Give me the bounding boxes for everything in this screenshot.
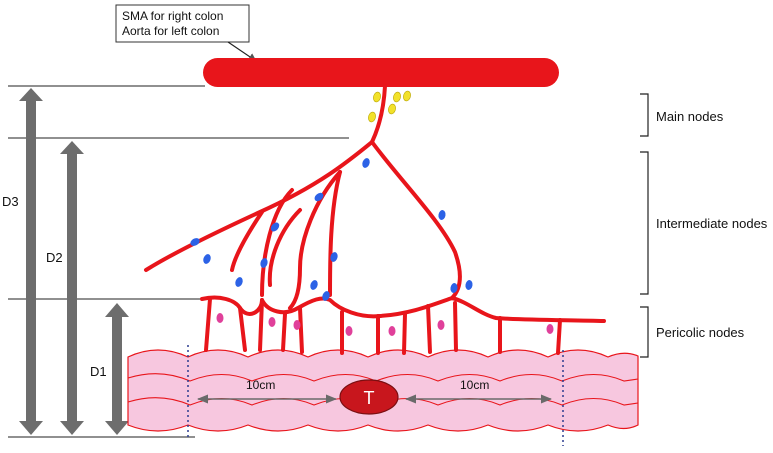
node-brackets: [640, 93, 649, 358]
left-main-branch: [144, 140, 374, 272]
pericolic-nodes-label: Pericolic nodes: [656, 325, 745, 340]
vasa-recta-9: [426, 304, 432, 354]
dimension-arrows: D3 D2 D1: [0, 88, 129, 435]
vasa-recta-8: [402, 312, 407, 355]
main-node: [403, 90, 411, 102]
pericolic-node: [345, 326, 353, 336]
main-node: [373, 91, 381, 103]
vessel-2: [328, 170, 342, 297]
pericolic-node-group: [216, 313, 554, 336]
main-node: [393, 91, 401, 103]
vasa-recta-5: [298, 306, 304, 354]
intermediate-node: [438, 210, 446, 220]
d2-arrow: [60, 141, 84, 435]
vessel-4: [230, 210, 264, 272]
pericolic-node: [293, 320, 301, 330]
vasa-recta-2: [238, 306, 247, 352]
vasa-recta-1: [204, 297, 212, 352]
pericolic-node: [388, 326, 396, 336]
pericolic-node: [216, 313, 224, 323]
vasa-recta-10: [453, 301, 458, 352]
pericolic-node: [546, 324, 554, 334]
main-artery: [203, 58, 559, 87]
distance-markers: 10cm 10cm: [196, 378, 553, 404]
intermediate-nodes-label: Intermediate nodes: [656, 216, 768, 231]
d1-label: D1: [90, 364, 107, 379]
pericolic-nodes-bracket: [640, 306, 649, 358]
marginal-arcade: [200, 295, 606, 323]
level-lines: [8, 85, 349, 438]
intermediate-node-group: [190, 158, 473, 301]
d3-arrow: [19, 88, 43, 435]
vessel-3: [260, 188, 294, 297]
main-nodes-label: Main nodes: [656, 109, 724, 124]
intermediate-node: [314, 192, 324, 202]
vasa-recta-4: [281, 312, 287, 352]
intermediate-node: [322, 291, 330, 301]
intermediate-node: [362, 158, 370, 168]
main-node-group: [368, 90, 411, 123]
vasa-recta-12: [556, 318, 562, 355]
trunk-vessel: [370, 84, 387, 144]
d3-label: D3: [2, 194, 19, 209]
main-node: [368, 111, 376, 123]
intermediate-node: [235, 277, 243, 287]
intermediate-node: [310, 280, 318, 290]
tumor: T: [339, 379, 399, 415]
d1-arrow: [105, 303, 129, 435]
main-nodes-bracket: [640, 93, 649, 137]
tumor-label: T: [364, 388, 375, 408]
intermediate-node: [203, 254, 211, 264]
pericolic-node: [268, 317, 276, 327]
callout-line-1: SMA for right colon: [122, 9, 223, 23]
intermediate-node: [450, 283, 458, 293]
pericolic-node: [437, 320, 445, 330]
callout-pointer: [227, 41, 257, 62]
callout-box: SMA for right colon Aorta for left colon: [115, 4, 257, 62]
d2-label: D2: [46, 250, 63, 265]
vessel-5: [267, 208, 302, 287]
intermediate-node: [465, 280, 473, 290]
callout-line-2: Aorta for left colon: [122, 24, 219, 38]
intermediate-node: [190, 238, 200, 246]
vessel-tree: [144, 84, 606, 355]
intermediate-node: [330, 252, 338, 262]
intermediate-node: [270, 222, 280, 232]
intermediate-node: [260, 258, 268, 268]
resection-margins: [187, 345, 564, 446]
right-main-branch: [370, 140, 462, 300]
vasa-recta-3: [258, 298, 264, 352]
intermediate-nodes-bracket: [640, 151, 649, 295]
left-distance-label: 10cm: [246, 378, 275, 392]
main-node: [388, 103, 396, 115]
right-distance-label: 10cm: [460, 378, 489, 392]
